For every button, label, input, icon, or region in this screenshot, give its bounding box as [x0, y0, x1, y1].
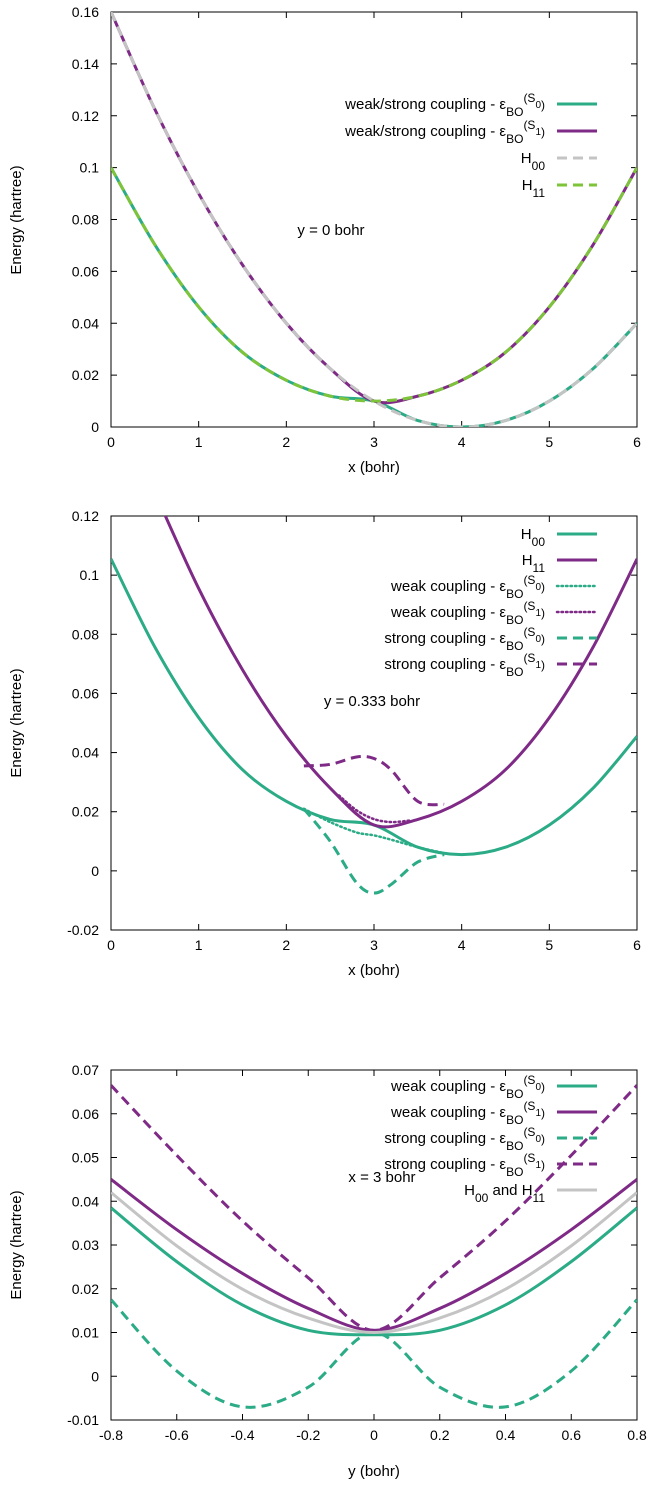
y-tick-label: 0.06	[72, 263, 99, 279]
legend-label: weak coupling - εBO(S1)	[390, 599, 545, 627]
legend-label: H11	[522, 177, 546, 200]
y-tick-label: 0.02	[72, 367, 99, 383]
series-line-6	[303, 754, 445, 807]
x-tick-label: 3	[370, 434, 378, 450]
y-tick-label: 0.06	[72, 685, 99, 701]
y-tick-label: 0	[91, 1368, 99, 1384]
panel-annotation: y = 0.333 bohr	[324, 693, 420, 710]
x-axis-title: x (bohr)	[348, 459, 400, 476]
y-tick-label: -0.01	[67, 1412, 99, 1428]
legend-label: weak/strong coupling - εBO(S0)	[344, 91, 545, 119]
legend-label: strong coupling - εBO(S1)	[384, 1151, 545, 1179]
series-line-2	[163, 516, 637, 829]
legend-label: strong coupling - εBO(S0)	[384, 1125, 545, 1153]
middle-energy-vs-x-panel: 0 1 2 3 4 5 6 -0.02 0 0.02 0.04 0.06 0.08 0.1 0.12 x (b…	[8, 508, 641, 979]
legend-label: H00 and H11	[464, 1182, 545, 1205]
series-group	[111, 516, 637, 895]
legend-label: weak coupling - εBO(S1)	[390, 1099, 545, 1127]
series-line-5	[111, 1191, 637, 1335]
y-tick-label: 0	[91, 863, 99, 879]
panel-annotation: y = 0 bohr	[297, 222, 364, 239]
y-tick-label: 0.16	[72, 4, 99, 20]
panel-annotation: x = 3 bohr	[348, 1169, 415, 1186]
legend-label: weak coupling - εBO(S0)	[390, 1073, 545, 1101]
y-tick-label: 0.1	[80, 567, 100, 583]
y-tick-label: 0.14	[72, 56, 99, 72]
x-axis-title: y (bohr)	[348, 1463, 400, 1480]
x-tick-label: -0.8	[99, 1427, 123, 1443]
y-tick-label: 0.04	[72, 745, 99, 761]
legend-label: weak coupling - εBO(S0)	[390, 573, 545, 601]
y-axis-title: Energy (hartree)	[8, 1190, 25, 1299]
x-tick-label: 0.8	[627, 1427, 647, 1443]
series-line-3	[302, 807, 446, 855]
y-tick-label: 0.04	[72, 315, 99, 331]
legend-label: weak/strong coupling - εBO(S1)	[344, 118, 545, 146]
y-tick-label: 0.01	[72, 1325, 99, 1341]
x-tick-label: 5	[545, 434, 553, 450]
x-tick-label: 1	[195, 434, 203, 450]
x-axis-title: x (bohr)	[348, 962, 400, 979]
x-tick-label: 1	[195, 937, 203, 953]
y-tick-label: 0.04	[72, 1193, 99, 1209]
y-tick-label: 0.12	[72, 108, 99, 124]
series-line-5	[302, 807, 445, 895]
series-line-4	[111, 1084, 637, 1332]
x-tick-label: -0.6	[165, 1427, 189, 1443]
x-tick-label: 4	[458, 434, 466, 450]
top-energy-vs-x-panel: 0 1 2 3 4 5 6 0 0.02 0.04 0.06 0.08 0.1 0.12 0.14 0.16 x…	[8, 4, 641, 476]
x-tick-label: 0	[107, 434, 115, 450]
x-tick-label: -0.2	[296, 1427, 320, 1443]
legend-label: H00	[521, 150, 546, 173]
x-tick-label: 0.2	[430, 1427, 450, 1443]
y-tick-label: 0.05	[72, 1150, 99, 1166]
y-tick-label: 0.08	[72, 212, 99, 228]
x-tick-label: -0.4	[230, 1427, 254, 1443]
plot-frame	[110, 1069, 638, 1421]
y-axis-title: Energy (hartree)	[8, 668, 25, 777]
series-line-1	[111, 1206, 637, 1337]
bottom-energy-vs-y-panel: -0.8 -0.6 -0.4 -0.2 0 0.2 0.4 0.6 0.8 -0.01 0 0.01 0…	[8, 1062, 647, 1480]
series-line-3	[111, 12, 637, 427]
legend-label: H11	[522, 552, 546, 575]
y-tick-label: 0.07	[72, 1062, 99, 1078]
y-tick-label: -0.02	[67, 922, 99, 938]
y-tick-label: 0.06	[72, 1106, 99, 1122]
series-line-2	[111, 12, 637, 405]
x-tick-label: 0.6	[562, 1427, 582, 1443]
y-axis-title: Energy (hartree)	[8, 165, 25, 274]
x-tick-label: 0.4	[496, 1427, 516, 1443]
y-tick-label: 0	[91, 419, 99, 435]
y-tick-label: 0.1	[80, 160, 100, 176]
y-tick-label: 0.03	[72, 1237, 99, 1253]
legend-label: H00	[521, 526, 546, 549]
plot-frame	[110, 515, 638, 931]
x-tick-label: 0	[370, 1427, 378, 1443]
x-tick-label: 3	[370, 937, 378, 953]
x-tick-label: 5	[545, 937, 553, 953]
legend-label: strong coupling - εBO(S0)	[384, 625, 545, 653]
series-line-4	[337, 794, 411, 824]
y-tick-label: 0.02	[72, 804, 99, 820]
x-tick-label: 0	[107, 937, 115, 953]
y-tick-label: 0.12	[72, 508, 99, 524]
series-group	[111, 1084, 637, 1409]
y-tick-label: 0.08	[72, 626, 99, 642]
x-tick-label: 6	[633, 434, 641, 450]
y-tick-label: 0.02	[72, 1281, 99, 1297]
plot-frame	[110, 11, 638, 428]
x-tick-label: 4	[458, 937, 466, 953]
x-tick-label: 6	[633, 937, 641, 953]
series-line-3	[111, 1298, 637, 1409]
series-line-4	[111, 166, 637, 403]
legend-label: strong coupling - εBO(S1)	[384, 651, 545, 679]
series-group	[111, 12, 637, 427]
x-tick-label: 2	[282, 937, 290, 953]
x-tick-label: 2	[282, 434, 290, 450]
